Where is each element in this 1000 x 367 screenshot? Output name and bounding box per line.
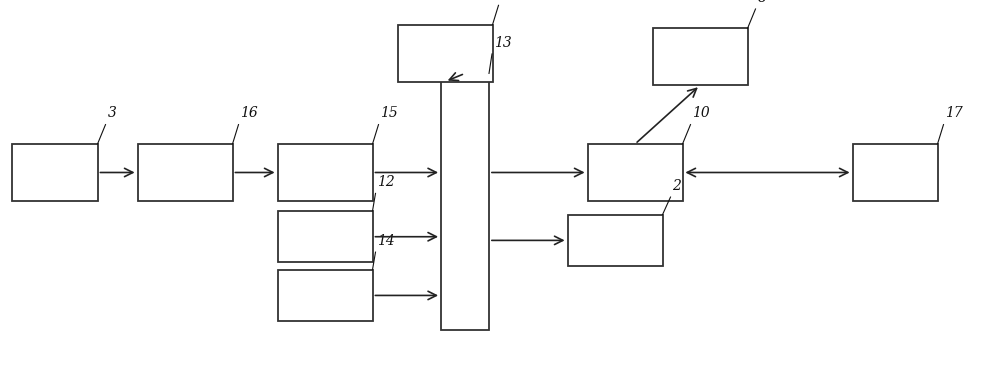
- Bar: [852, 144, 938, 201]
- Bar: [652, 29, 748, 86]
- Bar: [12, 144, 98, 201]
- Text: 13: 13: [494, 36, 512, 50]
- Bar: [278, 270, 372, 321]
- Text: 8: 8: [758, 0, 766, 4]
- Bar: [588, 144, 682, 201]
- Text: 3: 3: [108, 106, 116, 120]
- Text: 2: 2: [672, 179, 681, 193]
- Text: 14: 14: [378, 234, 395, 248]
- Bar: [441, 73, 489, 330]
- Text: 16: 16: [240, 106, 258, 120]
- Bar: [278, 144, 372, 201]
- Bar: [568, 215, 662, 266]
- Text: 11: 11: [500, 0, 518, 1]
- Text: 15: 15: [380, 106, 398, 120]
- Text: 17: 17: [946, 106, 963, 120]
- Bar: [138, 144, 232, 201]
- Bar: [398, 25, 492, 82]
- Text: 10: 10: [692, 106, 710, 120]
- Bar: [278, 211, 372, 262]
- Text: 12: 12: [378, 175, 395, 189]
